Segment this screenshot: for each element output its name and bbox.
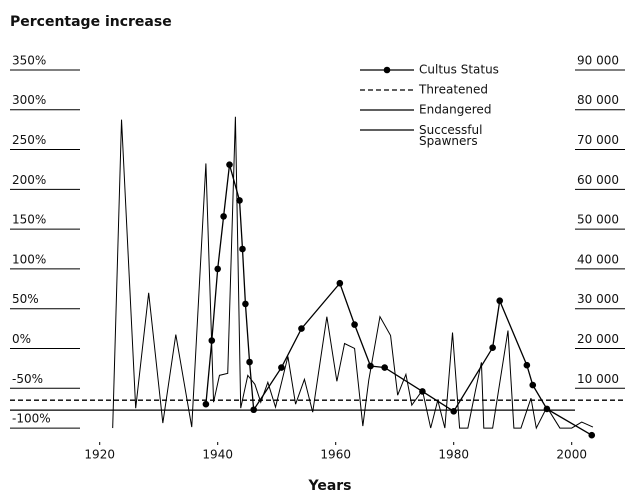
data-point <box>220 213 227 220</box>
x-tick-label: 2000 <box>556 448 587 462</box>
y-tick-label: 100% <box>12 252 46 266</box>
data-point <box>529 381 537 389</box>
data-point <box>298 325 305 332</box>
x-axis-label: Years <box>307 478 351 494</box>
y-tick-label: 250% <box>12 133 46 147</box>
legend-label: Endangered <box>419 103 491 117</box>
legend-marker <box>383 66 391 74</box>
legend-label: Cultus Status <box>419 63 499 77</box>
y2-tick-label: 10 000 <box>577 372 619 386</box>
y2-tick-label: 60 000 <box>577 173 619 187</box>
x-tick-label: 1940 <box>202 448 233 462</box>
series-line <box>205 164 593 436</box>
data-point <box>226 161 233 168</box>
data-point <box>236 197 243 204</box>
y-tick-label: -100% <box>12 412 51 426</box>
data-point <box>523 361 531 369</box>
series-line <box>112 116 594 430</box>
data-point <box>588 431 596 439</box>
y2-tick-label: 70 000 <box>577 133 619 147</box>
data-point <box>239 245 246 253</box>
legend: Cultus Status Threatened Endangered Success… <box>360 63 499 148</box>
data-point <box>246 358 253 366</box>
data-point <box>496 297 504 305</box>
y-tick-label: 350% <box>12 53 46 67</box>
x-tick-label: 1920 <box>84 448 115 462</box>
data-point <box>450 408 458 415</box>
y-tick-label: 50% <box>12 292 39 306</box>
y-tick-label: 0% <box>12 332 31 346</box>
legend-label: Successful Spawners <box>419 123 482 148</box>
y-tick-label: 200% <box>12 173 46 187</box>
y2-tick-label: 30 000 <box>577 292 619 306</box>
y-tick-label: 150% <box>12 213 46 227</box>
data-point <box>278 364 285 371</box>
data-point <box>367 362 374 370</box>
chart-title: Percentage increase <box>10 14 172 30</box>
data-point <box>336 279 344 287</box>
data-point <box>214 265 221 273</box>
y2-tick-label: 20 000 <box>577 332 619 346</box>
y2-tick-label: 90 000 <box>577 53 619 67</box>
x-tick-label: 1960 <box>320 448 351 462</box>
y2-tick-label: 40 000 <box>577 252 619 266</box>
y-tick-label: 300% <box>12 93 46 107</box>
data-point <box>489 344 496 351</box>
y2-tick-label: 80 000 <box>577 93 619 107</box>
data-point <box>381 364 388 371</box>
y-tick-label: -50% <box>12 372 43 386</box>
x-tick-label: 1980 <box>438 448 469 462</box>
data-point <box>351 321 358 328</box>
legend-label: Threatened <box>418 83 488 97</box>
y2-tick-label: 50 000 <box>577 213 619 227</box>
data-point <box>202 400 210 408</box>
data-point <box>242 300 249 308</box>
